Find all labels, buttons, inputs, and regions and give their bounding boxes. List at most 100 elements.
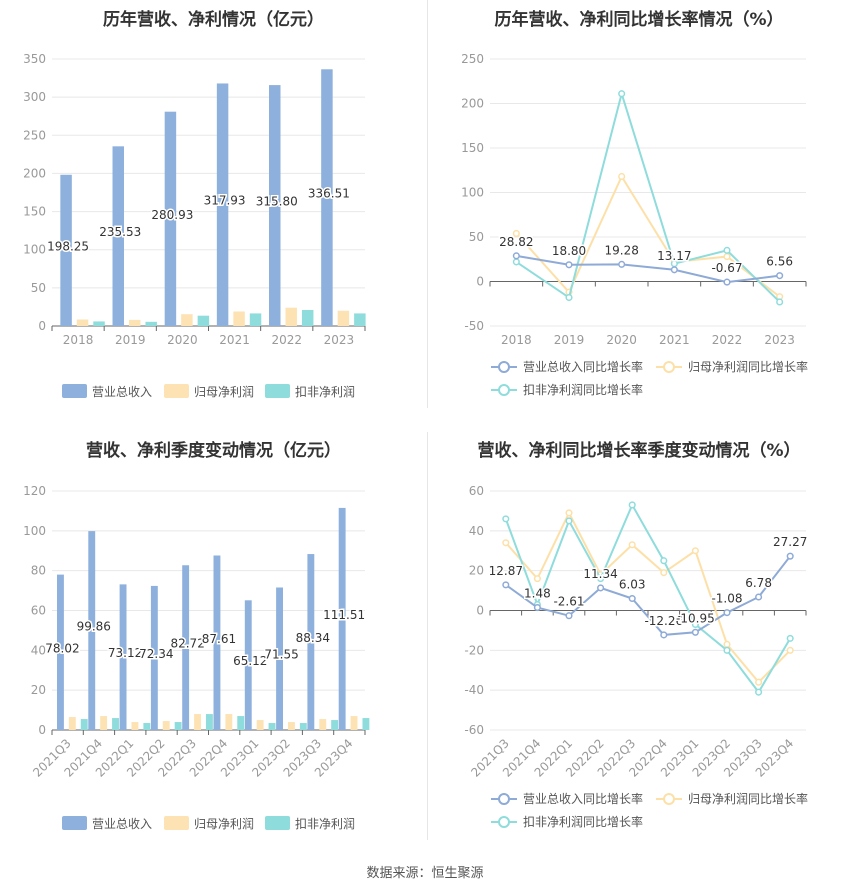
data-label: -1.08 xyxy=(711,592,742,606)
data-point xyxy=(502,515,510,523)
bar-parent-net-profit xyxy=(319,719,327,730)
legend-label: 扣非净利润 xyxy=(295,817,355,831)
bar-deducted-net-profit xyxy=(112,718,119,730)
data-label: 235.53 xyxy=(99,225,141,239)
legend-label: 扣非净利润 xyxy=(295,385,355,399)
y-tick-label: 50 xyxy=(31,281,46,295)
x-tick-label: 2018 xyxy=(501,333,532,347)
bar-deducted-net-profit xyxy=(145,321,157,326)
bar-parent-net-profit xyxy=(350,716,358,730)
y-tick-label: 50 xyxy=(469,230,484,244)
bar-deducted-net-profit xyxy=(354,313,366,326)
bar-parent-net-profit xyxy=(256,720,264,730)
data-label: 73.12 xyxy=(108,646,142,660)
x-tick-label: 2019 xyxy=(115,333,146,347)
x-tick-label: 2021 xyxy=(219,333,250,347)
data-label: 198.25 xyxy=(47,239,89,253)
legend-swatch-marker xyxy=(663,793,675,805)
series-line xyxy=(515,174,781,298)
data-label: 65.12 xyxy=(233,654,267,668)
legend-label: 营业总收入同比增长率 xyxy=(523,359,643,374)
y-tick-label: 20 xyxy=(469,564,484,578)
y-tick-label: -20 xyxy=(464,643,484,657)
data-label: 6.56 xyxy=(766,255,793,269)
bar-deducted-net-profit xyxy=(249,313,262,326)
data-point xyxy=(565,261,573,269)
legend-label: 营业总收入 xyxy=(92,385,152,399)
data-label: 336.51 xyxy=(308,187,350,201)
y-tick-label: 350 xyxy=(23,52,46,66)
data-label: 6.78 xyxy=(745,576,772,590)
data-label: -2.61 xyxy=(553,595,584,609)
data-label: 18.80 xyxy=(552,244,586,258)
data-label: 99.86 xyxy=(77,620,111,634)
x-tick-label: 2021 xyxy=(659,333,690,347)
series-line xyxy=(515,90,781,303)
bar-deducted-net-profit xyxy=(301,309,314,326)
y-tick-label: 300 xyxy=(23,90,46,104)
data-point xyxy=(691,628,699,636)
legend-label: 营业总收入 xyxy=(92,817,152,831)
bar-revenue xyxy=(276,587,283,730)
bar-parent-net-profit xyxy=(76,319,89,326)
bar-parent-net-profit xyxy=(181,314,193,326)
y-tick-label: 100 xyxy=(23,524,46,538)
data-point xyxy=(755,593,763,601)
data-point xyxy=(512,252,520,260)
chart-svg: -60-40-2002040602021Q32021Q42022Q12022Q2… xyxy=(464,484,808,829)
data-point xyxy=(660,557,668,565)
data-label: 19.28 xyxy=(604,243,638,257)
data-point xyxy=(533,604,541,612)
x-tick-label: 2018 xyxy=(63,333,94,347)
x-tick-label: 2023 xyxy=(324,333,355,347)
y-tick-label: 150 xyxy=(23,205,46,219)
data-label: 12.87 xyxy=(489,564,523,578)
chart-panel-annual-growth: 历年营收、净利同比增长率情况（%） -50 0 50 100 150 200 250 2018… xyxy=(428,0,850,430)
legend-swatch xyxy=(62,384,87,398)
data-point xyxy=(618,172,626,181)
chart-title: 历年营收、净利同比增长率情况（%） xyxy=(494,10,784,30)
data-label: 87.61 xyxy=(202,632,236,646)
data-point xyxy=(597,584,605,592)
y-tick-label: 60 xyxy=(469,484,484,498)
data-point xyxy=(691,620,699,628)
legend-label: 扣非净利润同比增长率 xyxy=(523,382,643,397)
y-tick-label: 20 xyxy=(31,683,46,697)
y-tick-label: 0 xyxy=(38,319,46,333)
bar-deducted-net-profit xyxy=(80,719,88,730)
y-tick-label: 250 xyxy=(461,52,484,66)
legend-label: 营业总收入同比增长率 xyxy=(523,791,643,806)
series-line xyxy=(516,254,780,284)
data-label: 6.03 xyxy=(619,577,646,591)
bar-deducted-net-profit xyxy=(268,723,276,730)
x-tick-label: 2019 xyxy=(554,333,585,347)
data-point xyxy=(723,640,731,648)
data-point xyxy=(723,646,731,654)
bar-revenue xyxy=(321,69,333,326)
bar-parent-net-profit xyxy=(233,311,245,326)
chart-svg: 0204060801001202021Q32021Q42022Q12022Q22… xyxy=(23,484,370,831)
x-tick-label: 2020 xyxy=(606,333,637,347)
data-point xyxy=(618,90,626,98)
data-point xyxy=(776,272,784,280)
bar-deducted-net-profit xyxy=(205,714,213,730)
chart-title: 历年营收、净利情况（亿元） xyxy=(103,10,324,30)
y-tick-label: -50 xyxy=(464,319,484,333)
chart-panel-annual-bars: 历年营收、净利情况（亿元） 0 50 100 150 200 250 300 350 2018 2… xyxy=(0,0,427,430)
bar-revenue xyxy=(216,83,229,326)
bar-deducted-net-profit xyxy=(299,723,307,730)
y-tick-label: -60 xyxy=(464,723,484,737)
y-tick-label: 250 xyxy=(23,128,46,142)
legend-label: 扣非净利润同比增长率 xyxy=(523,814,643,829)
data-point xyxy=(628,541,636,549)
x-tick-label: 2022 xyxy=(712,333,743,347)
legend-swatch xyxy=(265,384,290,398)
bar-parent-net-profit xyxy=(100,716,108,730)
x-tick-label: 2022 xyxy=(271,333,302,347)
data-point xyxy=(512,258,520,266)
bar-parent-net-profit xyxy=(162,721,170,730)
y-tick-label: 200 xyxy=(23,166,46,180)
data-label: 13.17 xyxy=(657,249,691,263)
data-point xyxy=(755,678,763,686)
data-source: 数据来源：恒生聚源 xyxy=(366,866,484,881)
